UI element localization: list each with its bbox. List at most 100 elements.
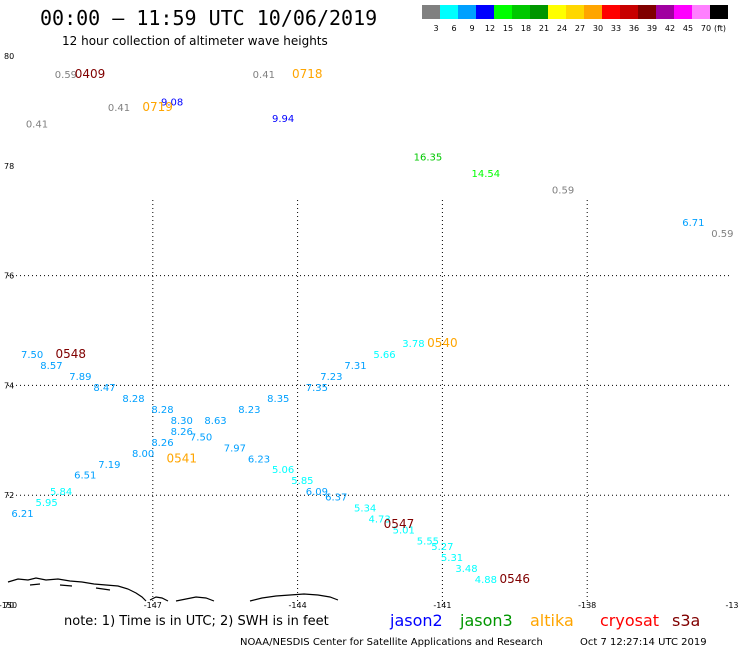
wave-height-value: 8.26 bbox=[151, 438, 173, 449]
pass-time-label: 0409 bbox=[75, 67, 106, 81]
wave-height-value: 5.01 bbox=[393, 526, 415, 537]
colorbar-tick-label: 42 bbox=[665, 24, 675, 33]
wave-height-value: 5.95 bbox=[35, 498, 57, 509]
credit-line: NOAA/NESDIS Center for Satellite Applica… bbox=[240, 637, 543, 648]
satellite-legend-s3a: s3a bbox=[672, 611, 700, 630]
colorbar-unit-label: (ft) bbox=[714, 24, 726, 33]
wave-height-value: 9.94 bbox=[272, 114, 294, 125]
units-note: note: 1) Time is in UTC; 2) SWH is in fe… bbox=[64, 614, 329, 629]
wave-height-value: 6.37 bbox=[325, 493, 347, 504]
colorbar-tick-label: 3 bbox=[433, 24, 438, 33]
colorbar-swatch bbox=[620, 5, 638, 19]
wave-height-value: 0.59 bbox=[55, 70, 77, 81]
longitude-tick-label: -13 bbox=[725, 601, 738, 610]
wave-height-value: 3.78 bbox=[402, 339, 424, 350]
colorbar-tick-label: 30 bbox=[593, 24, 603, 33]
wave-height-value: 0.59 bbox=[711, 229, 733, 240]
colorbar-swatch bbox=[656, 5, 674, 19]
colorbar-swatch bbox=[512, 5, 530, 19]
latitude-tick-label: 74 bbox=[4, 381, 14, 390]
wave-height-value: 7.50 bbox=[190, 432, 212, 443]
longitude-tick-label: -138 bbox=[578, 601, 596, 610]
map-title: 00:00 – 11:59 UTC 10/06/2019 bbox=[40, 6, 377, 30]
wave-height-value: 6.09 bbox=[306, 487, 328, 498]
pass-time-label: 0541 bbox=[166, 451, 197, 465]
pass-time-label: 0547 bbox=[384, 517, 415, 531]
wave-height-value: 7.19 bbox=[98, 460, 120, 471]
pass-time-label: 0540 bbox=[427, 336, 458, 350]
wave-height-value: 6.23 bbox=[248, 454, 270, 465]
colorbar-tick-label: 70 bbox=[701, 24, 711, 33]
wave-height-value: 5.55 bbox=[417, 537, 439, 548]
wave-height-value: 8.47 bbox=[93, 383, 115, 394]
colorbar-swatch bbox=[548, 5, 566, 19]
longitude-tick-label: -147 bbox=[144, 601, 162, 610]
wave-height-value: 5.27 bbox=[431, 542, 453, 553]
wave-height-value: 8.26 bbox=[171, 427, 193, 438]
latitude-tick-label: 78 bbox=[4, 162, 14, 171]
colorbar-swatch bbox=[692, 5, 710, 19]
colorbar-swatch bbox=[494, 5, 512, 19]
wave-height-value: 7.35 bbox=[306, 383, 328, 394]
latitude-tick-label: 72 bbox=[4, 491, 14, 500]
colorbar-swatch bbox=[584, 5, 602, 19]
longitude-tick-label: -144 bbox=[289, 601, 307, 610]
longitude-tick-labels: -150 -147 -144 -141 -138 -13 bbox=[0, 601, 739, 610]
satellite-legend-jason2: jason2 bbox=[389, 611, 443, 630]
colorbar-tick-label: 15 bbox=[503, 24, 513, 33]
wave-height-value: 5.34 bbox=[354, 504, 376, 515]
colorbar-tick-label: 45 bbox=[683, 24, 693, 33]
wave-height-value: 4.88 bbox=[475, 575, 497, 586]
wave-height-value: 7.97 bbox=[224, 443, 246, 454]
pass-time-label: 0719 bbox=[142, 100, 173, 114]
colorbar-swatch bbox=[710, 5, 728, 19]
satellite-legend-jason3: jason3 bbox=[459, 611, 513, 630]
wave-height-value: 8.23 bbox=[238, 405, 260, 416]
wave-height-value: 7.50 bbox=[21, 350, 43, 361]
wave-height-value: 0.41 bbox=[253, 70, 275, 81]
latitude-tick-label: 70 bbox=[4, 601, 14, 610]
latitude-tick-label: 76 bbox=[4, 272, 14, 281]
wave-height-value: 3.48 bbox=[455, 564, 477, 575]
colorbar-swatch bbox=[440, 5, 458, 19]
map-subtitle: 12 hour collection of altimeter wave hei… bbox=[62, 34, 328, 48]
wave-height-value: 5.84 bbox=[50, 487, 72, 498]
wave-height-value: 6.71 bbox=[682, 218, 704, 229]
wave-height-value: 0.59 bbox=[552, 185, 574, 196]
wave-height-value: 8.28 bbox=[151, 405, 173, 416]
colorbar-tick-label: 39 bbox=[647, 24, 657, 33]
wave-height-value: 7.23 bbox=[320, 372, 342, 383]
colorbar-tick-label: 27 bbox=[575, 24, 585, 33]
wave-height-value: 5.66 bbox=[373, 350, 395, 361]
wave-height-value: 9.08 bbox=[161, 97, 183, 108]
wave-height-value: 0.41 bbox=[108, 103, 130, 114]
wave-height-value: 5.31 bbox=[441, 553, 463, 564]
colorbar-swatch bbox=[602, 5, 620, 19]
colorbar-swatch bbox=[566, 5, 584, 19]
wave-height-value: 5.85 bbox=[291, 476, 313, 487]
generation-timestamp: Oct 7 12:27:14 UTC 2019 bbox=[580, 637, 707, 648]
colorbar-swatch bbox=[422, 5, 440, 19]
latitude-tick-labels: 80 78 76 74 72 70 bbox=[4, 52, 14, 610]
satellite-legend: jason2 jason3 altika cryosat s3a bbox=[389, 611, 700, 630]
wave-height-value: 8.57 bbox=[40, 361, 62, 372]
colorbar-swatch bbox=[674, 5, 692, 19]
colorbar-tick-label: 24 bbox=[557, 24, 567, 33]
alaska-coastline bbox=[7, 577, 339, 602]
wave-height-colorbar: 3 6 9 12 15 18 21 24 27 30 33 36 39 42 45 70 bbox=[422, 5, 728, 33]
colorbar-swatch bbox=[458, 5, 476, 19]
pass-time-label: 0718 bbox=[292, 67, 323, 81]
satellite-legend-cryosat: cryosat bbox=[600, 611, 659, 630]
colorbar-swatch bbox=[638, 5, 656, 19]
graticule bbox=[8, 198, 732, 605]
wave-height-observations: 0.59 0.41 9.08 0.41 0.41 9.94 16.35 14.54 0.59 6.… bbox=[11, 70, 733, 586]
wave-height-value: 0.41 bbox=[26, 119, 48, 130]
wave-height-value: 6.51 bbox=[74, 471, 96, 482]
colorbar-tick-label: 21 bbox=[539, 24, 549, 33]
colorbar-tick-label: 33 bbox=[611, 24, 621, 33]
wave-height-value: 8.63 bbox=[204, 416, 226, 427]
colorbar-swatch bbox=[476, 5, 494, 19]
wave-height-value: 4.73 bbox=[369, 515, 391, 526]
colorbar-swatch bbox=[530, 5, 548, 19]
